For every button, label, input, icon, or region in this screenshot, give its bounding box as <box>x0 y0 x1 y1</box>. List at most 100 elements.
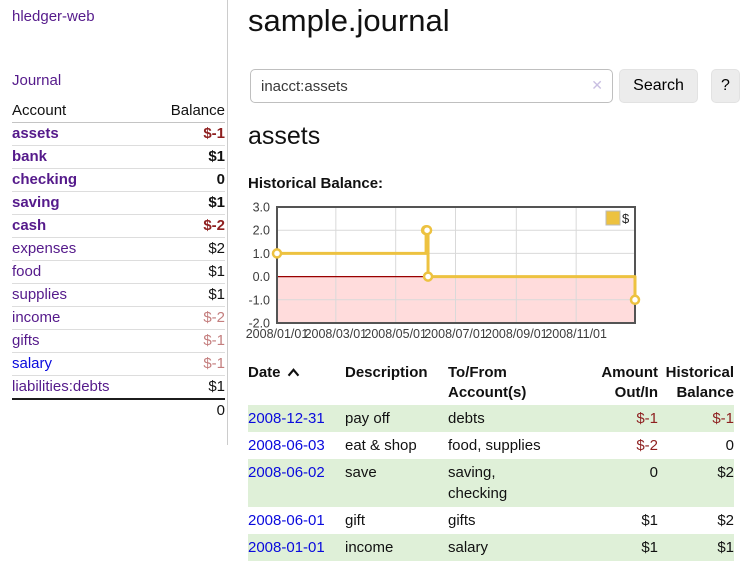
page-title: sample.journal <box>248 3 450 38</box>
sidebar-account-link[interactable]: saving <box>12 194 60 211</box>
sort-ascending-icon <box>287 368 299 377</box>
register-table-body: 2008-12-31 pay off debts $-1 $-1 2008-06-03 ea… <box>248 405 734 561</box>
transaction-amount: $-1 <box>636 410 658 427</box>
account-balance: 0 <box>148 168 225 192</box>
accounts-header-balance: Balance <box>148 100 225 123</box>
account-name-cell: supplies <box>12 283 149 307</box>
transaction-amount: $1 <box>641 512 658 529</box>
transaction-date-link[interactable]: 2008-06-03 <box>248 437 325 454</box>
account-balance: $1 <box>148 283 225 307</box>
sidebar-account-link[interactable]: food <box>12 263 42 280</box>
account-balance: $1 <box>148 375 225 400</box>
account-heading: assets <box>248 122 321 150</box>
balance-chart-svg[interactable]: 3.0 2.0 1.0 0.0 -1.0 -2.02008/01/012008/03/01… <box>241 202 641 344</box>
account-balance: $1 <box>148 191 225 215</box>
register-header-row: Date Description To/From Account(s) Amou… <box>248 361 734 405</box>
account-balance: $-1 <box>148 329 225 353</box>
search-button[interactable]: Search <box>619 69 698 103</box>
transaction-balance: 0 <box>725 437 734 454</box>
transaction-date-link[interactable]: 2008-12-31 <box>248 410 325 427</box>
clear-search-icon[interactable]: ✕ <box>591 77 603 93</box>
account-balance: $1 <box>148 260 225 284</box>
data-point-marker[interactable] <box>422 271 434 282</box>
accounts-header-account: Account <box>12 100 149 123</box>
y-axis-tick-label: 1.0 <box>253 247 270 261</box>
account-name-cell: liabilities:debts <box>12 375 149 400</box>
brand-link[interactable]: hledger-web <box>12 8 95 25</box>
account-balance: $-2 <box>148 306 225 330</box>
legend-label: $ <box>622 211 630 226</box>
register-header-accounts: To/From Account(s) <box>448 364 527 401</box>
account-name-cell: bank <box>12 145 149 169</box>
account-row: assets $-1 <box>12 122 225 146</box>
register-header-date[interactable]: Date <box>248 361 345 405</box>
account-row: income $-2 <box>12 306 225 330</box>
transaction-date-link[interactable]: 2008-01-01 <box>248 539 325 556</box>
transaction-date-link[interactable]: 2008-06-02 <box>248 464 325 481</box>
account-balance: $2 <box>148 237 225 261</box>
account-balance: $-1 <box>148 352 225 376</box>
transaction-accounts: food, supplies <box>448 437 541 454</box>
legend-swatch <box>605 210 621 226</box>
help-button[interactable]: ? <box>711 69 740 103</box>
sidebar: hledger-web Journal Account Balance asse… <box>0 0 228 445</box>
sidebar-account-link[interactable]: supplies <box>12 286 68 303</box>
chart-frame <box>276 206 636 324</box>
register-header-description: Description <box>345 364 428 381</box>
sidebar-account-link[interactable]: expenses <box>12 240 77 257</box>
transaction-row: 2008-01-01 income salary $1 $1 <box>248 534 734 561</box>
account-name-cell: cash <box>12 214 149 238</box>
search-form: ✕ Search ? <box>250 69 742 103</box>
chart-title: Historical Balance: <box>248 175 384 192</box>
x-axis-tick-label: 2008/11/01 <box>545 327 607 341</box>
account-name-cell: food <box>12 260 149 284</box>
accounts-header-row: Account Balance <box>12 100 225 123</box>
transaction-balance: $-1 <box>712 410 734 427</box>
account-row: supplies $1 <box>12 283 225 307</box>
account-row: expenses $2 <box>12 237 225 261</box>
sidebar-account-link[interactable]: bank <box>12 148 48 165</box>
data-point-marker[interactable] <box>421 224 433 236</box>
y-axis-tick-label: -1.0 <box>248 293 270 307</box>
transaction-amount: $-2 <box>636 437 658 454</box>
account-name-cell: gifts <box>12 329 149 353</box>
transaction-description: eat & shop <box>345 437 417 454</box>
transaction-row: 2008-12-31 pay off debts $-1 $-1 <box>248 405 734 432</box>
transaction-date-link[interactable]: 2008-06-01 <box>248 512 325 529</box>
date-header-label: Date <box>248 364 281 381</box>
transaction-balance: $1 <box>717 539 734 556</box>
accounts-table: Account Balance assets $-1 bank $1 checking 0… <box>12 100 225 422</box>
y-axis-tick-label: 2.0 <box>253 224 270 238</box>
transaction-date-cell: 2008-01-01 <box>248 534 345 561</box>
accounts-table-body: assets $-1 bank $1 checking 0 saving $1 cash $-2 e… <box>12 122 225 400</box>
transaction-amount: 0 <box>649 464 658 481</box>
account-balance: $1 <box>148 145 225 169</box>
main-content: sample.journal ✕ Search ? assets Histori… <box>246 0 740 582</box>
sidebar-account-link[interactable]: salary <box>12 355 53 372</box>
transaction-row: 2008-06-03 eat & shop food, supplies $-2 0 <box>248 432 734 459</box>
transaction-accounts: debts <box>448 410 485 427</box>
x-axis-tick-label: 2008/03/01 <box>305 327 368 341</box>
search-input[interactable] <box>250 69 613 103</box>
account-row: cash $-2 <box>12 214 225 238</box>
x-axis-tick-label: 2008/09/01 <box>485 327 548 341</box>
sidebar-account-link[interactable]: cash <box>12 217 47 234</box>
y-axis-tick-label: 3.0 <box>253 202 270 215</box>
transaction-date-cell: 2008-06-03 <box>248 432 345 459</box>
account-row: salary $-1 <box>12 352 225 376</box>
sidebar-item-journal[interactable]: Journal <box>12 72 62 89</box>
data-point-marker[interactable] <box>629 294 641 306</box>
sidebar-account-link[interactable]: liabilities:debts <box>12 378 110 395</box>
account-name-cell: income <box>12 306 149 330</box>
account-row: gifts $-1 <box>12 329 225 353</box>
transaction-description: income <box>345 539 394 556</box>
sidebar-account-link[interactable]: checking <box>12 171 78 188</box>
x-axis-tick-label: 2008/01/01 <box>246 327 309 341</box>
transaction-date-cell: 2008-06-02 <box>248 459 345 507</box>
transaction-accounts: saving, checking <box>448 464 508 502</box>
data-point-marker[interactable] <box>271 248 283 259</box>
sidebar-account-link[interactable]: gifts <box>12 332 40 349</box>
sidebar-account-link[interactable]: assets <box>12 125 59 142</box>
sidebar-account-link[interactable]: income <box>12 309 61 326</box>
search-box: ✕ <box>250 69 613 103</box>
